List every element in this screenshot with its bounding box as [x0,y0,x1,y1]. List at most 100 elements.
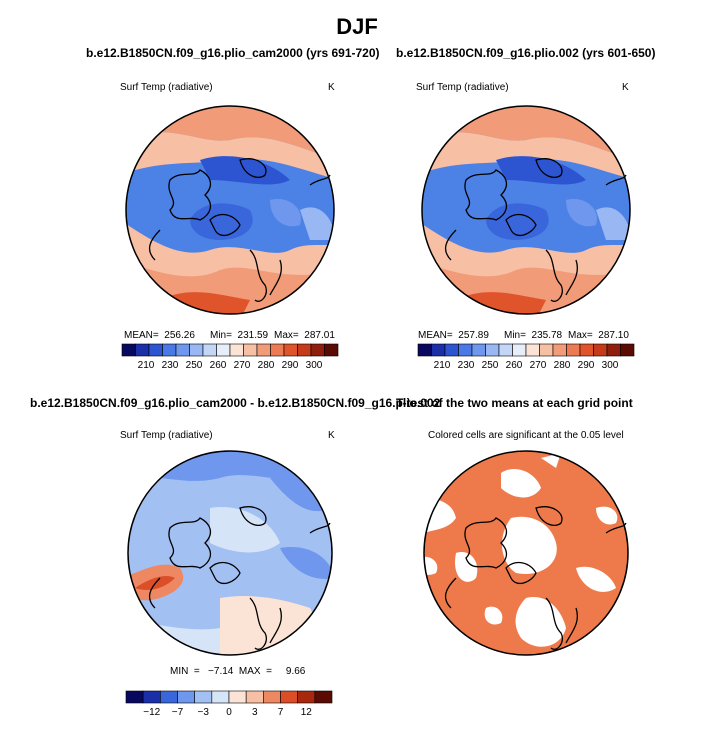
panel-1-colorbar: 210 230 250 260 270 280 290 300 [121,343,339,371]
panel-2-coastlines [444,158,627,302]
panel-2-map-border [421,105,631,315]
panel-1-map [125,105,335,315]
panel-1-colorbar-swatch [175,343,190,357]
panel-2-field-label: Surf Temp (radiative) [416,82,509,93]
panel-2-colorbar-swatch [458,343,473,357]
panel-1-colorbar-swatch [283,343,298,357]
panel-3-difference-field [128,451,332,655]
panel-2-colorbar-tick-label: 290 [578,360,595,371]
panel-1-colorbar-swatch [135,343,150,357]
panel-2-colorbar-swatch [552,343,567,357]
panel-1-colorbar-swatch [229,343,244,357]
panel-3-colorbar-tick-label: −7 [172,707,184,718]
main-title: DJF [336,14,378,39]
panel-1-colorbar-swatch [297,343,312,357]
panel-1-mean: MEAN= 256.26 [124,330,195,341]
panel-3-colorbar: −12 −7 −3 0 3 7 12 [125,690,333,718]
panel-2-mean: MEAN= 257.89 [418,330,489,341]
panel-1-coastlines [148,158,331,302]
panel-2-colorbar-tick-label: 280 [554,360,571,371]
panel-2-colorbar-swatch [593,343,608,357]
panel-1-colorbar-tick-label: 280 [258,360,275,371]
panel-2-colorbar-tick-label: 270 [530,360,547,371]
panel-4-title: T-test of the two means at each grid poi… [396,396,633,410]
panel-2-colorbar-tick-label: 230 [458,360,475,371]
panel-1-min: Min= 231.59 [210,330,269,341]
panel-3-colorbar-swatch [297,690,316,704]
panel-2-colorbar-swatch [525,343,540,357]
panel-3-coastlines [148,506,331,650]
panel-3-colorbar-swatch [245,690,264,704]
panel-4-subtitle: Colored cells are significant at the 0.0… [428,430,624,441]
panel-4-coastlines [444,506,627,650]
panel-1-colorbar-tick-label: 230 [162,360,179,371]
panel-3-colorbar-swatch [194,690,213,704]
panel-1-map-border [125,105,335,315]
panel-2-colorbar-swatch [512,343,527,357]
panel-2-units: K [622,82,629,93]
panel-1-colorbar-swatch [121,343,136,357]
panel-3-colorbar-swatch [228,690,247,704]
panel-1-colorbar-swatch [216,343,231,357]
panel-2-colorbar-swatch [620,343,635,357]
panel-1-colorbar-swatch [243,343,258,357]
panel-2-colorbar-swatch [485,343,500,357]
panel-2-colorbar: 210 230 250 260 270 280 290 300 [417,343,635,371]
panel-1-colorbar-tick-label: 290 [282,360,299,371]
panel-1-units: K [328,82,335,93]
panel-2-colorbar-tick-label: 250 [482,360,499,371]
panel-3-colorbar-swatch [263,690,281,704]
panel-3-colorbar-swatch [142,690,161,704]
panel-3-colorbar-swatch [125,690,144,704]
panel-3-colorbar-swatch [211,690,230,704]
panel-1-colorbar-tick-label: 210 [138,360,155,371]
panel-1-colorbar-swatch [324,343,339,357]
panel-3-colorbar-tick-label: 3 [252,707,258,718]
panel-3-colorbar-tick-label: 12 [301,707,313,718]
panel-2-colorbar-swatch [579,343,594,357]
panel-1-colorbar-tick-label: 270 [234,360,251,371]
panel-1-colorbar-swatch [148,343,163,357]
panel-1-colorbar-swatch [189,343,204,357]
panel-1-colorbar-tick-label: 300 [306,360,323,371]
panel-3-colorbar-tick-label: 0 [226,707,232,718]
panel-1-colorbar-swatch [162,343,177,357]
panel-1-colorbar-swatch [202,343,217,357]
panel-2-min: Min= 235.78 [504,330,563,341]
panel-3-colorbar-swatch [314,690,333,704]
panel-3-min-max: MIN = −7.14 MAX = 9.66 [170,666,306,677]
panel-4-map [423,450,629,656]
panel-2-title: b.e12.B1850CN.f09_g16.plio.002 (yrs 601-… [396,46,656,60]
panel-3-field-label: Surf Temp (radiative) [120,430,213,441]
panel-1-colorbar-swatch [270,343,285,357]
panel-1-title: b.e12.B1850CN.f09_g16.plio_cam2000 (yrs … [86,46,380,60]
panel-2-colorbar-swatch [417,343,432,357]
panel-3-colorbar-swatch [160,690,178,704]
panel-3-map [127,450,333,656]
panel-1-colorbar-tick-label: 260 [210,360,227,371]
panel-4-significance-field [424,451,628,655]
panel-2-colorbar-tick-label: 260 [506,360,523,371]
panel-2-max: Max= 287.10 [568,330,629,341]
panel-2-colorbar-swatch [498,343,513,357]
panel-2-colorbar-swatch [444,343,459,357]
panel-2-temperature-field [422,106,630,314]
panel-3-colorbar-swatch [177,690,195,704]
panel-1-colorbar-swatch [256,343,271,357]
panel-3-colorbar-tick-label: −12 [143,707,160,718]
panel-1-field-label: Surf Temp (radiative) [120,82,213,93]
panel-2-colorbar-tick-label: 210 [434,360,451,371]
panel-3-units: K [328,430,335,441]
panel-3-title: b.e12.B1850CN.f09_g16.plio_cam2000 - b.e… [30,396,441,410]
panel-1-max: Max= 287.01 [274,330,335,341]
panel-3-map-border [127,450,333,656]
panel-4-map-border [423,450,629,656]
panel-3-colorbar-tick-label: −3 [198,707,210,718]
panel-2-colorbar-swatch [471,343,486,357]
panel-1-colorbar-tick-label: 250 [186,360,203,371]
panel-1-temperature-field [126,106,334,314]
panel-2-colorbar-swatch [431,343,446,357]
panel-2-colorbar-swatch [539,343,554,357]
panel-1-colorbar-swatch [310,343,325,357]
panel-2-colorbar-swatch [606,343,621,357]
